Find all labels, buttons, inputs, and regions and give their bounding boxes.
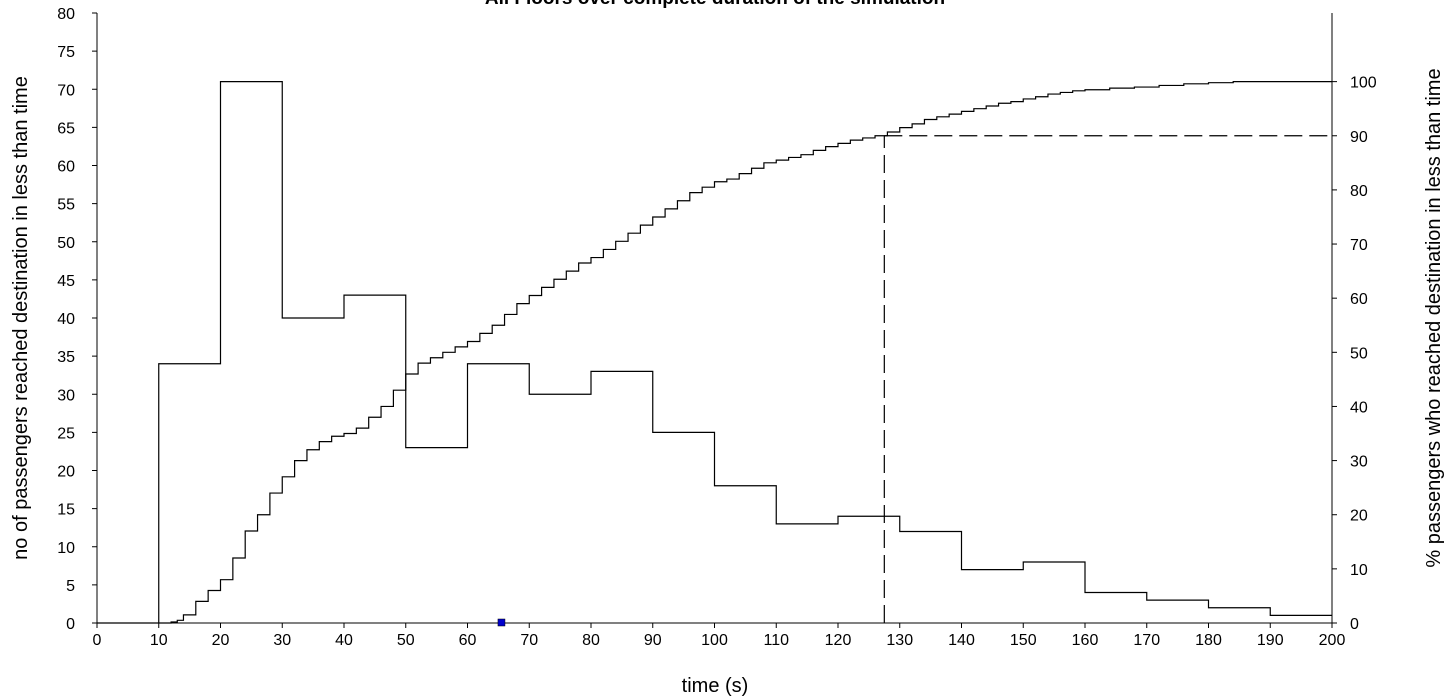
x-tick-label: 40 [335,632,353,649]
x-tick-label: 60 [459,632,477,649]
x-tick-label: 150 [1010,632,1037,649]
x-tick-label: 180 [1195,632,1222,649]
x-tick-label: 200 [1319,632,1346,649]
right-tick-label: 0 [1350,616,1359,633]
left-tick-label: 15 [57,502,75,519]
left-y-axis: 0 5 10 15 20 25 30 35 40 45 50 55 60 65 70 75 80 [57,6,98,633]
x-tick-label: 170 [1133,632,1160,649]
x-tick-label: 0 [93,632,102,649]
x-tick-label: 160 [1072,632,1099,649]
right-tick-label: 20 [1350,508,1368,525]
left-tick-label: 70 [57,82,75,99]
left-tick-label: 65 [57,120,75,137]
x-axis: 0 10 20 30 40 50 60 70 80 90 100 110 120 130 140 150 160… [93,622,1346,649]
x-tick-label: 10 [150,632,168,649]
x-tick-label: 120 [825,632,852,649]
right-tick-label: 90 [1350,129,1368,146]
cumulative-series [158,81,1332,624]
plot-area [97,81,1332,627]
x-tick-label: 130 [886,632,913,649]
right-tick-label: 100 [1350,75,1377,92]
histogram-step-series [97,81,1332,624]
x-tick-label: 100 [701,632,728,649]
left-axis-title: no of passengers reached destination in … [10,76,32,560]
x-axis-title: time (s) [682,675,749,697]
x-axis-ticks: 0 10 20 30 40 50 60 70 80 90 100 110 120 130 140 150 160… [93,623,1346,649]
left-tick-label: 45 [57,273,75,290]
x-tick-label: 20 [212,632,230,649]
left-tick-label: 25 [57,425,75,442]
right-axis-title: % passengers who reached destination in … [1423,68,1445,567]
right-axis-ticks: 0 10 20 30 40 50 60 70 80 90 100 [1332,75,1377,633]
x-tick-label: 50 [397,632,415,649]
x-tick-label: 110 [763,632,789,649]
right-tick-label: 40 [1350,399,1368,416]
chart-title: All Floors over complete duration of the… [485,0,945,9]
x-tick-label: 30 [273,632,291,649]
left-axis-ticks: 0 5 10 15 20 25 30 35 40 45 50 55 60 65 70 75 80 [57,6,97,633]
point-marker [497,618,506,627]
left-tick-label: 55 [57,197,75,214]
right-tick-label: 70 [1350,237,1368,254]
x-tick-label: 140 [948,632,975,649]
left-tick-label: 5 [66,578,75,595]
right-tick-label: 30 [1350,454,1368,471]
left-tick-label: 40 [57,311,75,328]
left-tick-label: 30 [57,387,75,404]
left-tick-label: 10 [57,540,75,557]
right-tick-label: 10 [1350,562,1368,579]
left-tick-label: 80 [57,6,75,23]
x-tick-label: 90 [644,632,662,649]
right-tick-label: 60 [1350,291,1368,308]
x-tick-label: 190 [1257,632,1284,649]
left-tick-label: 35 [57,349,75,366]
left-tick-label: 20 [57,464,75,481]
left-tick-label: 75 [57,44,75,61]
x-tick-label: 80 [582,632,600,649]
left-tick-label: 60 [57,159,75,176]
right-tick-label: 80 [1350,183,1368,200]
left-tick-label: 0 [66,616,75,633]
left-tick-label: 50 [57,235,75,252]
right-tick-label: 50 [1350,345,1368,362]
right-y-axis: 0 10 20 30 40 50 60 70 80 90 100 [1331,13,1377,633]
x-tick-label: 70 [520,632,538,649]
